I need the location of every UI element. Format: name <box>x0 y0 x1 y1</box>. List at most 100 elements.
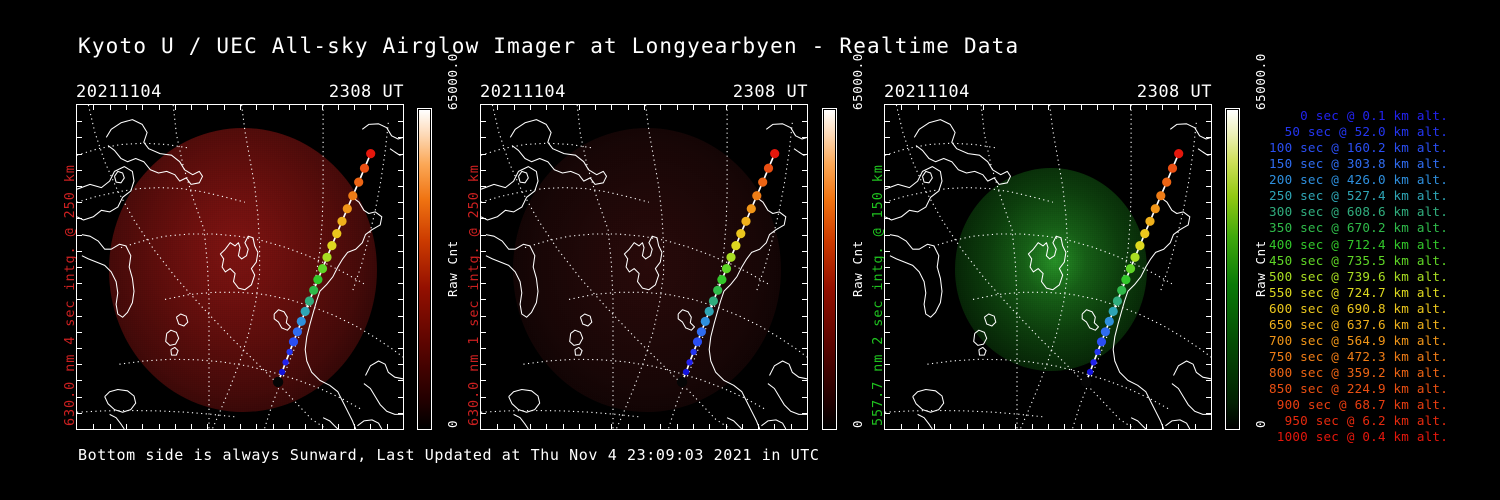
track-point <box>348 191 358 201</box>
track-point <box>292 327 302 337</box>
airglow-disk-2 <box>512 127 781 412</box>
track-point <box>282 359 289 366</box>
track-point <box>1156 191 1166 201</box>
rocket-trajectory-3 <box>1080 149 1184 388</box>
track-point <box>731 241 741 251</box>
colorbar-2 <box>822 108 837 430</box>
track-point <box>752 191 762 201</box>
track-point <box>1086 368 1094 376</box>
track-point <box>1090 359 1097 366</box>
geographic-gridlines-3 <box>885 105 1211 429</box>
legend-entry-950s: 950 sec @ 6.2 km alt. <box>1284 413 1448 429</box>
legend-entry-450s: 450 sec @ 735.5 km alt. <box>1269 252 1448 268</box>
sky-image-panel-1[interactable] <box>76 104 404 430</box>
panel-header-1: 20211104 2308 UT <box>76 82 404 102</box>
track-point <box>1167 163 1178 173</box>
legend-entry-250s: 250 sec @ 527.4 km alt. <box>1269 188 1448 204</box>
panel-date-1: 20211104 <box>76 82 162 102</box>
airglow-noise-2 <box>512 127 781 412</box>
track-point <box>313 275 323 285</box>
rocket-trajectory-2 <box>676 149 780 388</box>
track-point <box>736 229 746 239</box>
track-point <box>741 216 751 226</box>
track-point <box>721 264 732 274</box>
legend-entry-300s: 300 sec @ 608.6 km alt. <box>1269 204 1448 220</box>
colorbar-max-label-2: 65000.0 <box>850 53 865 110</box>
track-point <box>1100 327 1110 337</box>
track-point <box>304 296 314 306</box>
track-point <box>1108 306 1118 316</box>
track-point <box>1150 204 1160 214</box>
track-point <box>359 163 370 173</box>
legend-entry-900s: 900 sec @ 68.7 km alt. <box>1276 397 1448 413</box>
legend-entry-350s: 350 sec @ 670.2 km alt. <box>1269 220 1448 236</box>
track-point <box>1112 296 1122 306</box>
colorbar-unit-label-1: Raw Cnt <box>445 240 460 297</box>
colorbar-max-label-3: 65000.0 <box>1253 53 1268 110</box>
map-overlay-1 <box>77 105 403 429</box>
panel-time-1: 2308 UT <box>328 82 404 102</box>
legend-entry-200s: 200 sec @ 426.0 km alt. <box>1269 172 1448 188</box>
track-point <box>690 348 697 356</box>
track-point <box>286 348 293 356</box>
legend-entry-800s: 800 sec @ 359.2 km alt. <box>1269 365 1448 380</box>
track-point <box>770 149 780 159</box>
rocket-trajectory-1 <box>272 149 376 388</box>
track-point <box>1135 241 1145 251</box>
track-point <box>763 163 774 173</box>
track-point <box>366 149 376 159</box>
panel-date-2: 20211104 <box>480 82 566 102</box>
track-point <box>327 241 337 251</box>
panel-time-2: 2308 UT <box>732 82 808 102</box>
legend-entry-650s: 650 sec @ 637.6 km alt. <box>1269 316 1448 332</box>
track-point <box>726 252 736 262</box>
geographic-gridlines-1 <box>77 105 403 429</box>
track-point <box>758 177 768 187</box>
track-point <box>309 285 319 295</box>
track-point <box>332 229 342 239</box>
panel-header-2: 20211104 2308 UT <box>480 82 808 102</box>
track-point <box>1174 149 1184 159</box>
track-point <box>717 275 727 285</box>
sky-image-panel-2[interactable] <box>480 104 808 430</box>
track-point <box>1140 229 1150 239</box>
legend-entry-0s: 0 sec @ 0.1 km alt. <box>1300 108 1448 123</box>
colorbar-3 <box>1225 108 1240 430</box>
coastlines-3 <box>885 119 1211 429</box>
panel-time-3: 2308 UT <box>1136 82 1212 102</box>
colorbar-max-label-1: 65000.0 <box>445 53 460 110</box>
track-point <box>1117 285 1127 295</box>
legend-entry-400s: 400 sec @ 712.4 km alt. <box>1269 236 1448 252</box>
airglow-noise-1 <box>108 127 377 412</box>
coastlines-2 <box>481 119 807 429</box>
legend-entry-1000s: 1000 sec @ 0.4 km alt. <box>1276 429 1448 445</box>
legend-entry-600s: 600 sec @ 690.8 km alt. <box>1269 300 1448 316</box>
colorbar-min-label-2: 0 <box>850 419 865 428</box>
legend-entry-100s: 100 sec @ 160.2 km alt. <box>1269 140 1448 156</box>
coastlines-1 <box>77 119 403 429</box>
track-point <box>342 204 352 214</box>
track-point <box>746 204 756 214</box>
colorbar-gradient-1 <box>419 110 430 428</box>
status-footer: Bottom side is always Sunward, Last Upda… <box>78 446 820 464</box>
track-point <box>300 306 310 316</box>
geographic-gridlines-2 <box>481 105 807 429</box>
track-point <box>682 368 690 376</box>
track-point <box>1125 264 1136 274</box>
legend-entry-850s: 850 sec @ 224.9 km alt. <box>1269 381 1448 397</box>
track-point <box>686 359 693 366</box>
legend-entry-750s: 750 sec @ 472.3 km alt. <box>1269 348 1448 364</box>
sky-image-panel-3[interactable] <box>884 104 1212 430</box>
track-point <box>322 252 332 262</box>
track-point <box>1104 316 1114 326</box>
track-point <box>1145 216 1155 226</box>
track-point <box>1130 252 1140 262</box>
track-point <box>1080 376 1092 388</box>
legend-entry-500s: 500 sec @ 739.6 km alt. <box>1269 268 1448 284</box>
track-point <box>708 296 718 306</box>
airglow-disk-1 <box>108 127 377 412</box>
map-overlay-2 <box>481 105 807 429</box>
track-point <box>692 337 703 347</box>
colorbar-min-label-1: 0 <box>445 419 460 428</box>
